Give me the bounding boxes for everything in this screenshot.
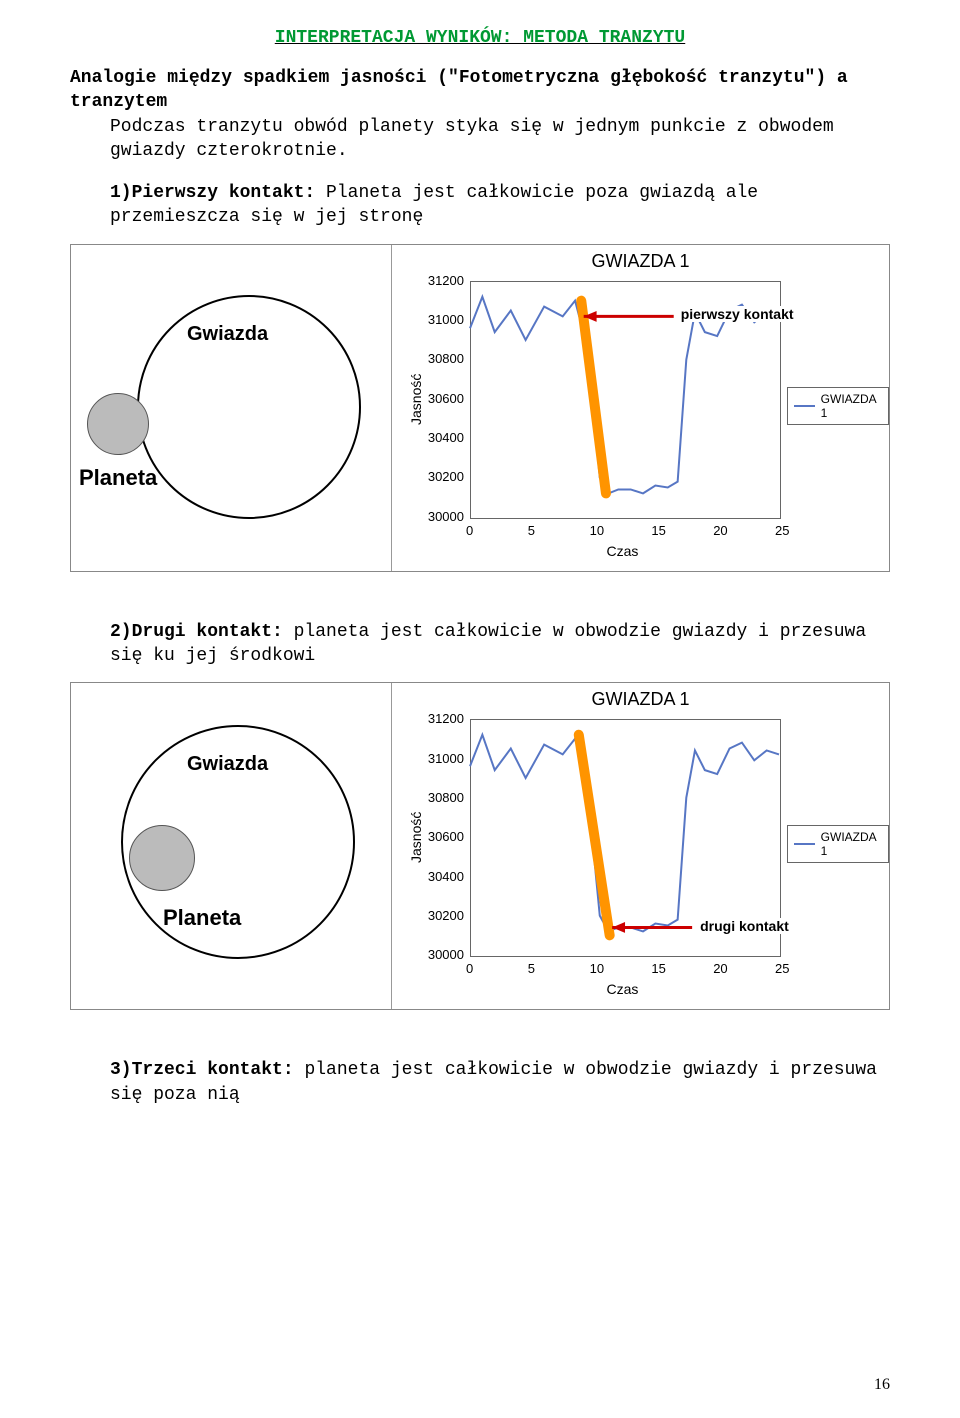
planet-label: Planeta — [79, 465, 157, 491]
point-1-bold: 1)Pierwszy kontakt: — [110, 183, 315, 203]
annotation-first-contact: pierwszy kontakt — [679, 306, 796, 322]
planet-circle — [87, 393, 149, 455]
point-3-bold: 3)Trzeci kontakt: — [110, 1060, 294, 1080]
star-label-2: Gwiazda — [187, 753, 268, 776]
intro-bold: Analogie między spadkiem jasności ("Foto… — [70, 68, 848, 112]
chart-svg — [392, 245, 889, 571]
data-line — [470, 297, 779, 494]
page-number: 16 — [874, 1376, 890, 1394]
page-title: INTERPRETACJA WYNIKÓW: METODA TRANZYTU — [70, 28, 890, 48]
chart-svg — [392, 683, 889, 1009]
data-line — [470, 735, 779, 932]
planet-label-2: Planeta — [163, 905, 241, 931]
figure-2-diagram: Gwiazda Planeta — [71, 683, 392, 1009]
figure-1: Gwiazda Planeta GWIAZDA 1312003100030800… — [70, 244, 890, 572]
figure-2-chart: GWIAZDA 13120031000308003060030400302003… — [392, 683, 889, 1009]
point-2-bold: 2)Drugi kontakt: — [110, 622, 283, 642]
orange-highlight — [581, 300, 606, 493]
orange-highlight — [579, 735, 610, 936]
annotation-second-contact: drugi kontakt — [698, 918, 791, 934]
page: INTERPRETACJA WYNIKÓW: METODA TRANZYTU A… — [0, 0, 960, 1418]
point-2: 2)Drugi kontakt: planeta jest całkowicie… — [70, 620, 890, 669]
star-label: Gwiazda — [187, 323, 268, 346]
intro-paragraph: Analogie między spadkiem jasności ("Foto… — [70, 66, 890, 163]
point-3: 3)Trzeci kontakt: planeta jest całkowici… — [70, 1058, 890, 1107]
planet-circle-2 — [129, 825, 195, 891]
figure-1-chart: GWIAZDA 13120031000308003060030400302003… — [392, 245, 889, 571]
figure-2: Gwiazda Planeta GWIAZDA 1312003100030800… — [70, 682, 890, 1010]
intro-rest: Podczas tranzytu obwód planety styka się… — [70, 115, 890, 164]
point-1: 1)Pierwszy kontakt: Planeta jest całkowi… — [70, 181, 890, 230]
figure-1-diagram: Gwiazda Planeta — [71, 245, 392, 571]
